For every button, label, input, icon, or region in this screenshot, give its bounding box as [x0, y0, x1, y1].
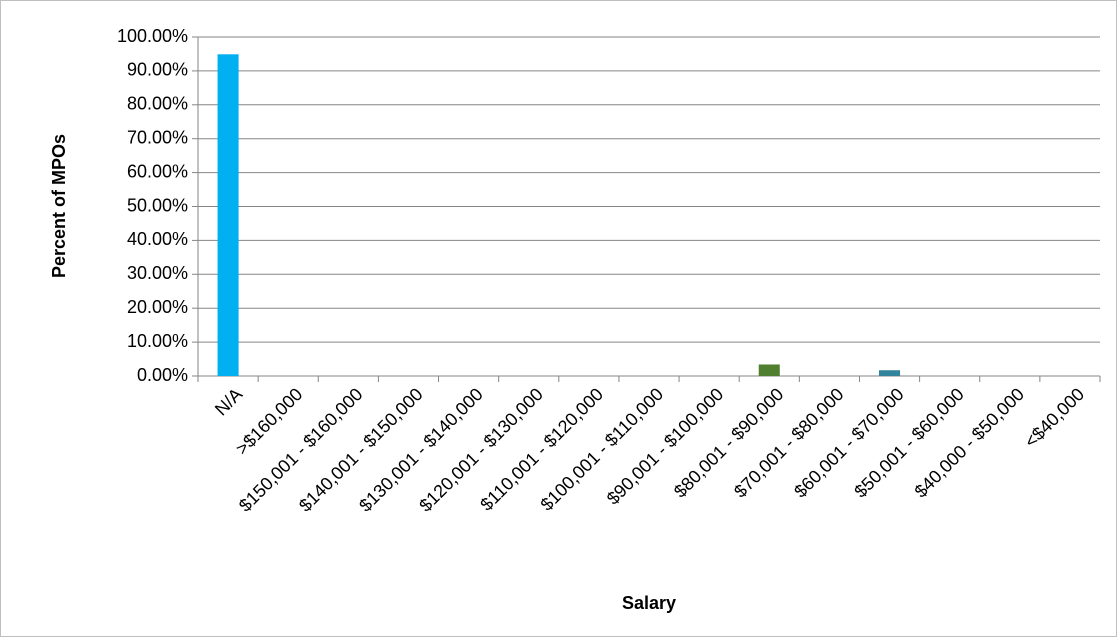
y-tick-label: 70.00% — [127, 127, 188, 147]
y-tick-label: 40.00% — [127, 229, 188, 249]
y-tick-label: 10.00% — [127, 331, 188, 351]
y-tick-label: 90.00% — [127, 60, 188, 80]
y-tick-label: 80.00% — [127, 94, 188, 114]
y-tick-label: 20.00% — [127, 297, 188, 317]
y-tick-label: 100.00% — [117, 26, 188, 46]
y-tick-label: 50.00% — [127, 195, 188, 215]
y-axis-title: Percent of MPOs — [49, 134, 69, 278]
y-tick-label: 30.00% — [127, 263, 188, 283]
bar — [217, 54, 239, 376]
bar — [758, 364, 780, 376]
y-tick-label: 60.00% — [127, 161, 188, 181]
bar — [879, 370, 901, 376]
y-tick-label: 0.00% — [137, 365, 188, 385]
x-axis-title: Salary — [622, 593, 676, 613]
